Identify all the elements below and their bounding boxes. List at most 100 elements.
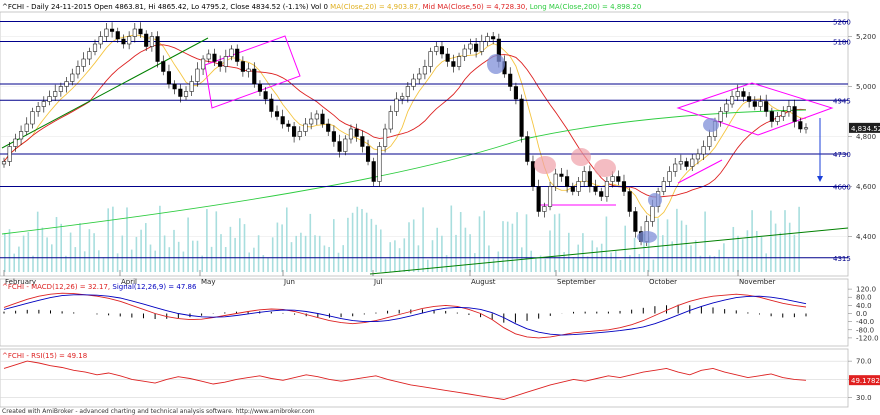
candle-body: [474, 43, 479, 52]
candle-body: [735, 91, 740, 97]
candle-body: [678, 161, 683, 165]
candle-body: [400, 96, 405, 100]
volume-bar: [502, 221, 504, 272]
candle-body: [730, 96, 735, 105]
volume-bar: [511, 223, 514, 272]
volume-bar: [756, 230, 758, 272]
volume-bar: [676, 208, 678, 272]
volume-bar: [300, 232, 302, 272]
candle-body: [542, 206, 547, 212]
volume-bar: [365, 212, 368, 272]
candle-body: [582, 171, 587, 182]
month-label: September: [557, 278, 596, 286]
candle-body: [348, 128, 354, 140]
candle-body: [491, 36, 496, 40]
volume-bar: [582, 233, 584, 272]
volume-bar: [121, 235, 124, 272]
volume-bar: [699, 255, 702, 272]
volume-bar: [196, 240, 199, 272]
volume-bar: [657, 218, 659, 272]
volume-bar: [163, 235, 166, 272]
volume-bar: [224, 247, 227, 272]
candle-body: [468, 43, 473, 50]
volume-bar: [732, 226, 735, 272]
candle-body: [155, 36, 160, 62]
level-label: 5180: [833, 39, 851, 47]
volume-bar: [361, 209, 363, 272]
candle-body: [576, 181, 581, 192]
volume-bar: [779, 232, 782, 272]
volume-bar: [286, 207, 288, 272]
rsi-header: ^FCHI - RSI(15) = 49.18: [2, 352, 87, 360]
candle-body: [565, 176, 570, 187]
header-symbol: ^FCHI - Daily 24-11-2015 Open 4863.81, H…: [2, 3, 641, 11]
candle-body: [547, 186, 553, 207]
candle-body: [764, 101, 769, 112]
price-tick-label: 4,600: [856, 183, 876, 191]
candle-body: [781, 111, 786, 117]
candle-body: [377, 146, 382, 182]
volume-bar: [389, 242, 391, 272]
candle-body: [388, 111, 393, 130]
candle-body: [280, 116, 285, 125]
volume-bar: [4, 233, 6, 272]
candle-body: [690, 158, 695, 167]
volume-bar: [605, 216, 608, 272]
volume-bar: [18, 246, 20, 272]
volume-bar: [572, 257, 575, 272]
pattern-ellipse: [648, 193, 662, 207]
candle-body: [326, 123, 331, 132]
volume-bar: [8, 229, 11, 272]
candle-body: [786, 106, 791, 112]
volume-bar: [149, 244, 152, 272]
price-tag-label: 4,834.52: [851, 125, 880, 133]
pattern-ellipse: [594, 159, 616, 177]
level-label: 4600: [833, 184, 851, 192]
volume-bar: [398, 248, 401, 272]
volume-bar: [417, 245, 420, 272]
volume-bar: [563, 251, 565, 272]
volume-bar: [234, 237, 236, 272]
magenta-channel: [204, 35, 301, 109]
volume-bar: [539, 255, 542, 272]
volume-bar: [262, 255, 265, 272]
level-label: 4730: [833, 151, 851, 159]
volume-bar: [41, 227, 44, 272]
volume-bar: [709, 255, 711, 272]
candle-body: [309, 118, 314, 125]
month-label: October: [649, 278, 677, 286]
candle-body: [1, 161, 7, 165]
volume-bar: [276, 222, 279, 272]
volume-bar: [65, 255, 67, 272]
candle-body: [798, 121, 803, 130]
volume-bar: [403, 238, 406, 272]
volume-bar: [680, 220, 683, 272]
macd-tick-label: -120.0: [856, 334, 879, 342]
volume-bar: [793, 234, 796, 272]
volume-bar: [257, 235, 260, 272]
volume-bar: [685, 224, 688, 272]
candle-body: [195, 68, 200, 82]
volume-bar: [192, 240, 194, 272]
volume-bar: [337, 252, 340, 272]
volume-bar: [333, 219, 335, 272]
pattern-ellipse: [637, 231, 657, 243]
candle-body: [343, 138, 348, 152]
volume-bar: [88, 229, 91, 272]
candle-body: [183, 91, 189, 97]
candle-body: [269, 98, 274, 112]
arrow-head: [817, 176, 823, 182]
candle-body: [201, 58, 206, 70]
volume-bar: [483, 210, 485, 272]
candle-body: [223, 56, 228, 67]
magenta-diamond: [676, 82, 834, 136]
candle-body: [121, 38, 126, 45]
candle-body: [41, 101, 46, 107]
candle-body: [519, 98, 524, 137]
candle-body: [758, 101, 763, 107]
volume-bar: [506, 221, 509, 272]
candle-body: [144, 33, 149, 47]
price-panel: [0, 11, 849, 277]
candle-body: [769, 111, 774, 122]
volume-bar: [469, 234, 471, 272]
